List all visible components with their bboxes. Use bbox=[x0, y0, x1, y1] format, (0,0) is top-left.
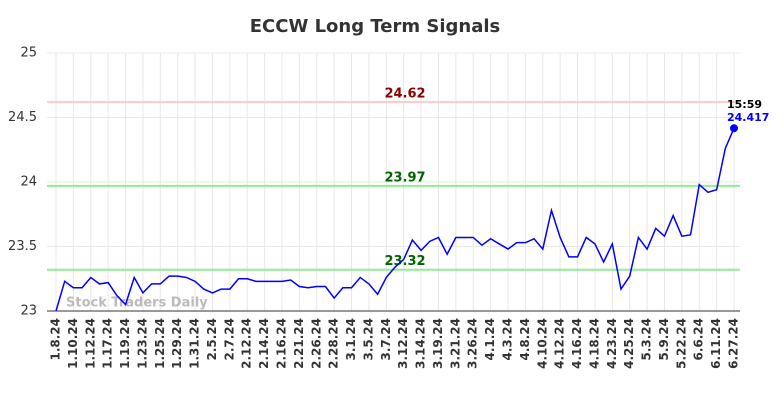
x-tick-label: 3.19.24 bbox=[431, 318, 445, 369]
x-tick-label: 3.7.24 bbox=[379, 318, 393, 361]
x-tick-label: 3.12.24 bbox=[396, 318, 410, 369]
y-tick-label: 23.5 bbox=[8, 239, 37, 254]
x-tick-label: 4.8.24 bbox=[518, 318, 532, 361]
x-tick-label: 2.16.24 bbox=[275, 318, 289, 369]
x-tick-label: 1.23.24 bbox=[135, 318, 149, 369]
x-tick-label: 6.27.24 bbox=[727, 318, 741, 369]
y-tick-label: 23 bbox=[20, 304, 37, 319]
x-tick-label: 4.25.24 bbox=[622, 318, 636, 369]
x-tick-label: 3.5.24 bbox=[361, 318, 375, 361]
x-tick-label: 4.23.24 bbox=[605, 318, 619, 369]
y-tick-label: 25 bbox=[20, 46, 37, 61]
y-tick-label: 24 bbox=[20, 175, 37, 190]
x-tick-label: 4.16.24 bbox=[570, 318, 584, 369]
x-tick-label: 6.11.24 bbox=[709, 318, 723, 369]
watermark: Stock Traders Daily bbox=[66, 296, 208, 311]
signal-label: 24.62 bbox=[384, 87, 425, 102]
x-tick-label: 2.26.24 bbox=[309, 318, 323, 369]
x-tick-label: 1.31.24 bbox=[188, 318, 202, 369]
x-tick-label: 4.3.24 bbox=[501, 318, 515, 361]
x-tick-label: 3.1.24 bbox=[344, 318, 358, 361]
x-tick-label: 6.6.24 bbox=[692, 318, 706, 361]
signal-label: 23.97 bbox=[384, 170, 425, 185]
y-tick-label: 24.5 bbox=[8, 110, 37, 125]
signal-label: 23.32 bbox=[384, 254, 425, 269]
x-tick-label: 3.14.24 bbox=[414, 318, 428, 369]
x-tick-label: 3.21.24 bbox=[448, 318, 462, 369]
x-tick-label: 2.7.24 bbox=[222, 318, 236, 361]
last-value: 24.417 bbox=[727, 111, 769, 124]
last-time: 15:59 bbox=[727, 98, 762, 111]
x-tick-label: 1.12.24 bbox=[83, 318, 97, 369]
x-tick-label: 1.25.24 bbox=[153, 318, 167, 369]
x-tick-label: 1.8.24 bbox=[49, 318, 63, 361]
x-tick-label: 1.29.24 bbox=[170, 318, 184, 369]
x-tick-label: 4.1.24 bbox=[483, 318, 497, 361]
x-tick-label: 2.28.24 bbox=[327, 318, 341, 369]
x-tick-label: 2.12.24 bbox=[240, 318, 254, 369]
x-tick-label: 1.17.24 bbox=[101, 318, 115, 369]
x-tick-label: 5.9.24 bbox=[657, 318, 671, 361]
x-tick-label: 3.26.24 bbox=[466, 318, 480, 369]
x-tick-label: 4.18.24 bbox=[587, 318, 601, 369]
price-line bbox=[55, 127, 735, 312]
x-tick-label: 4.12.24 bbox=[553, 318, 567, 369]
chart-title: ECCW Long Term Signals bbox=[250, 16, 501, 37]
x-tick-label: 5.3.24 bbox=[640, 318, 654, 361]
x-tick-label: 4.10.24 bbox=[535, 318, 549, 369]
x-tick-label: 1.10.24 bbox=[66, 318, 80, 369]
x-tick-label: 2.21.24 bbox=[292, 318, 306, 369]
x-tick-label: 2.5.24 bbox=[205, 318, 219, 361]
x-tick-label: 5.22.24 bbox=[674, 318, 688, 369]
x-tick-label: 2.14.24 bbox=[257, 318, 271, 369]
last-point bbox=[730, 124, 738, 133]
x-tick-label: 1.19.24 bbox=[118, 318, 132, 369]
